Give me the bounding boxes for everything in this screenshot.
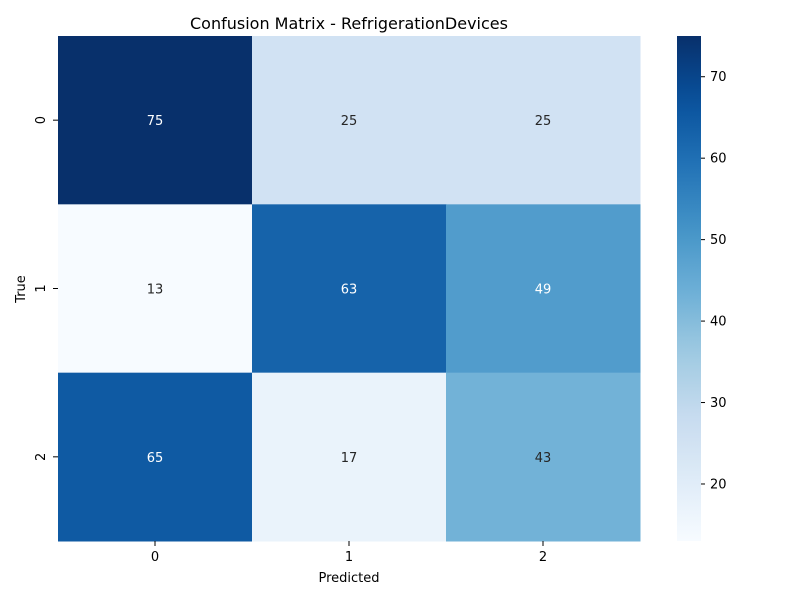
cell-value-label: 63 xyxy=(341,283,358,298)
x-axis-ticks: 0 1 2 xyxy=(151,541,547,565)
heatmap-cells: 75 25 25 13 63 49 65 17 43 xyxy=(58,36,641,542)
cell-value-label: 49 xyxy=(535,283,552,298)
colorbar-tick-label: 60 xyxy=(710,152,727,167)
x-axis-label: Predicted xyxy=(318,571,379,586)
x-tick-label: 1 xyxy=(345,550,353,565)
cell-value-label: 43 xyxy=(535,451,552,466)
heatmap-cell-2-0 xyxy=(58,372,253,542)
heatmap-cell-1-2 xyxy=(446,204,641,374)
colorbar-tick-label: 70 xyxy=(710,70,727,85)
cell-value-label: 75 xyxy=(147,114,164,129)
colorbar-tick-label: 40 xyxy=(710,315,727,330)
colorbar-tick-label: 50 xyxy=(710,233,727,248)
y-axis-ticks: 0 1 2 xyxy=(34,116,58,461)
y-axis-label: True xyxy=(14,275,29,304)
heatmap-cell-0-1 xyxy=(252,36,447,205)
colorbar-gradient xyxy=(677,36,701,541)
heatmap-cell-0-2 xyxy=(446,36,641,205)
heatmap-cell-1-1 xyxy=(252,204,447,374)
cell-value-label: 25 xyxy=(341,114,358,129)
heatmap-cell-2-1 xyxy=(252,372,447,542)
x-tick-label: 0 xyxy=(151,550,159,565)
heatmap-cell-2-2 xyxy=(446,372,641,542)
chart-title: Confusion Matrix - RefrigerationDevices xyxy=(190,14,508,33)
cell-value-label: 17 xyxy=(341,451,358,466)
colorbar: 20 30 40 50 60 70 xyxy=(677,36,727,541)
heatmap-cell-0-0 xyxy=(58,36,253,205)
x-tick-label: 2 xyxy=(539,550,547,565)
cell-value-label: 13 xyxy=(147,283,164,298)
heatmap-cell-1-0 xyxy=(58,204,253,374)
y-tick-label: 2 xyxy=(34,453,49,461)
colorbar-tick-label: 30 xyxy=(710,396,727,411)
y-tick-label: 0 xyxy=(34,116,49,124)
cell-value-label: 25 xyxy=(535,114,552,129)
cell-value-label: 65 xyxy=(147,451,164,466)
y-tick-label: 1 xyxy=(34,284,49,292)
colorbar-tick-label: 20 xyxy=(710,477,727,492)
